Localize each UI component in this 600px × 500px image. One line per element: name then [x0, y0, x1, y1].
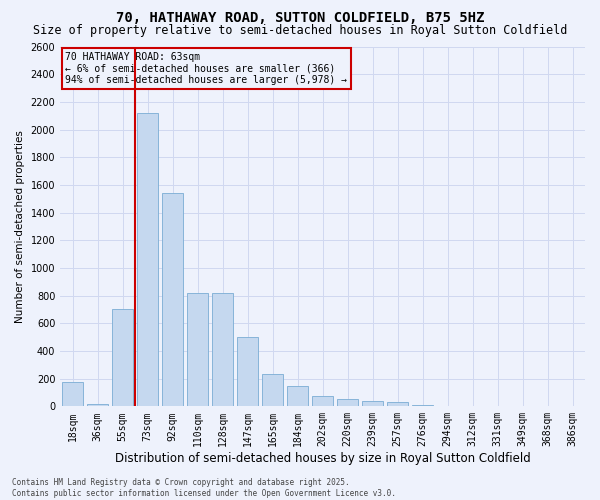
- Bar: [87, 404, 108, 406]
- Bar: [187, 293, 208, 406]
- Bar: [137, 113, 158, 406]
- Text: Contains HM Land Registry data © Crown copyright and database right 2025.
Contai: Contains HM Land Registry data © Crown c…: [12, 478, 396, 498]
- Bar: [312, 396, 333, 406]
- Text: Size of property relative to semi-detached houses in Royal Sutton Coldfield: Size of property relative to semi-detach…: [33, 24, 567, 37]
- Text: 70, HATHAWAY ROAD, SUTTON COLDFIELD, B75 5HZ: 70, HATHAWAY ROAD, SUTTON COLDFIELD, B75…: [116, 11, 484, 25]
- Bar: [162, 192, 183, 406]
- Bar: [262, 374, 283, 406]
- X-axis label: Distribution of semi-detached houses by size in Royal Sutton Coldfield: Distribution of semi-detached houses by …: [115, 452, 530, 465]
- Bar: [112, 310, 133, 406]
- Bar: [387, 402, 408, 406]
- Bar: [212, 293, 233, 406]
- Bar: [287, 386, 308, 406]
- Bar: [337, 400, 358, 406]
- Bar: [237, 337, 258, 406]
- Y-axis label: Number of semi-detached properties: Number of semi-detached properties: [15, 130, 25, 323]
- Bar: [362, 400, 383, 406]
- Bar: [62, 382, 83, 406]
- Text: 70 HATHAWAY ROAD: 63sqm
← 6% of semi-detached houses are smaller (366)
94% of se: 70 HATHAWAY ROAD: 63sqm ← 6% of semi-det…: [65, 52, 347, 85]
- Bar: [412, 405, 433, 406]
